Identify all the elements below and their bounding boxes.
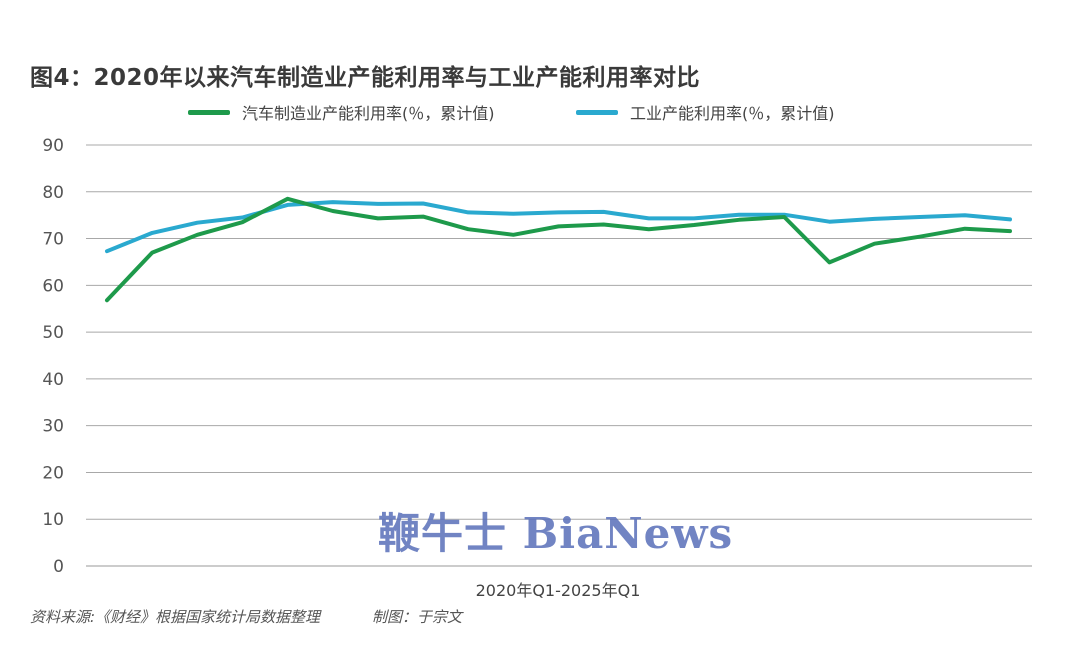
legend-label-car: 汽车制造业产能利用率(％，累计值) <box>242 104 495 123</box>
y-tick-label: 80 <box>42 183 64 203</box>
y-tick-label: 40 <box>42 370 64 390</box>
y-tick-label: 30 <box>42 417 64 437</box>
legend-item-industry: 工业产能利用率(％，累计值) <box>576 100 835 124</box>
y-tick-label: 10 <box>42 510 64 530</box>
y-tick-label: 60 <box>42 276 64 296</box>
maker-note: 制图：于宗文 <box>372 608 463 626</box>
legend-swatch-car <box>188 109 230 115</box>
watermark: 鞭牛士 BiaNews <box>378 509 734 558</box>
x-axis-label: 2020年Q1-2025年Q1 <box>476 581 641 600</box>
legend-swatch-industry <box>576 109 618 115</box>
legend-label-industry: 工业产能利用率(％，累计值) <box>630 104 835 123</box>
y-tick-label: 70 <box>42 230 64 250</box>
y-tick-label: 50 <box>42 323 64 343</box>
legend: 汽车制造业产能利用率(％，累计值) 工业产能利用率(％，累计值) <box>0 100 1080 128</box>
legend-item-car: 汽车制造业产能利用率(％，累计值) <box>188 100 495 124</box>
source-note: 资料来源:《财经》根据国家统计局数据整理 <box>30 608 321 626</box>
chart-title: 图4：2020年以来汽车制造业产能利用率与工业产能利用率对比 <box>30 65 701 91</box>
y-tick-label: 0 <box>53 557 64 577</box>
y-tick-label: 90 <box>42 136 64 156</box>
y-tick-label: 20 <box>42 463 64 483</box>
